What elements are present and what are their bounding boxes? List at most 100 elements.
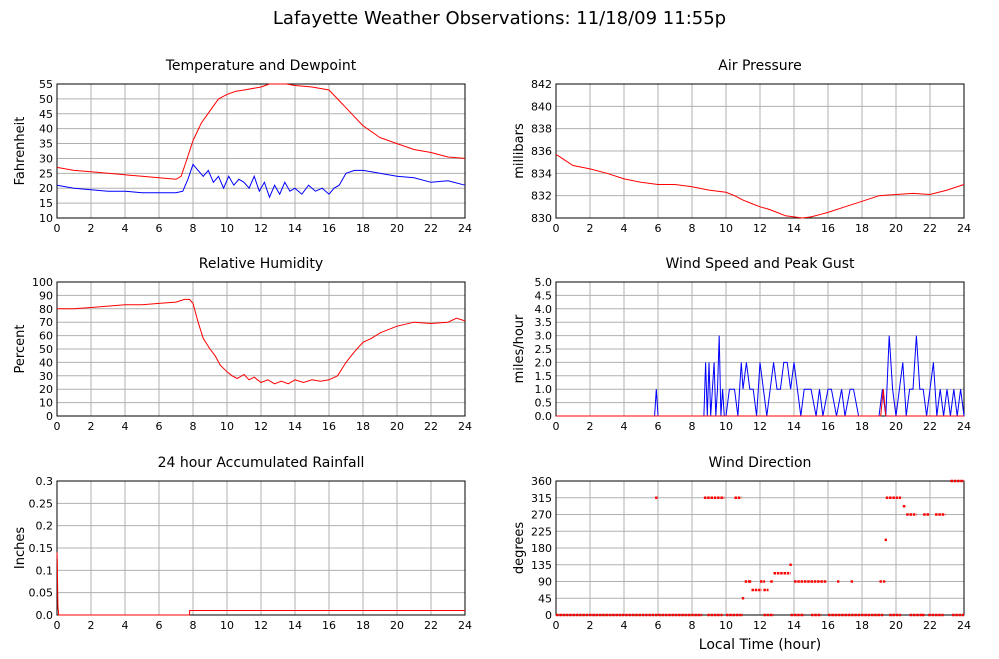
y-tick-label: 0.3 [36, 475, 54, 488]
direction-point [882, 580, 886, 583]
x-tick-label: 6 [655, 619, 662, 632]
x-tick-label: 20 [390, 420, 404, 433]
x-tick-label: 4 [621, 619, 628, 632]
y-tick-label: 90 [538, 576, 552, 589]
y-tick-label: 836 [531, 145, 552, 158]
x-tick-label: 2 [88, 619, 95, 632]
y-tick-label: 832 [531, 190, 552, 203]
chart-title: Temperature and Dewpoint [165, 58, 357, 74]
plot-frame [56, 83, 466, 219]
y-axis-label: Fahrenheit [13, 117, 28, 186]
y-tick-label: 842 [531, 78, 552, 91]
page-title: Lafayette Weather Observations: 11/18/09… [272, 8, 727, 29]
x-tick-label: 10 [719, 222, 733, 235]
x-tick-label: 8 [689, 222, 696, 235]
direction-point [837, 580, 840, 583]
x-tick-label: 8 [689, 619, 696, 632]
x-tick-label: 18 [356, 420, 370, 433]
x-tick-label: 6 [156, 420, 163, 433]
x-tick-label: 4 [621, 222, 628, 235]
y-tick-label: 315 [531, 492, 552, 505]
x-tick-label: 2 [587, 619, 594, 632]
y-axis-label: degrees [512, 522, 527, 575]
direction-point [741, 597, 745, 600]
direction-point [884, 538, 887, 542]
y-tick-label: 25 [39, 167, 53, 180]
plot-frame [56, 281, 466, 417]
y-tick-label: 50 [39, 343, 53, 356]
y-tick-label: 5.0 [535, 276, 553, 289]
x-tick-label: 12 [254, 619, 268, 632]
x-tick-label: 2 [587, 222, 594, 235]
x-tick-label: 24 [957, 420, 971, 433]
x-tick-label: 22 [923, 420, 937, 433]
plot-frame [555, 83, 965, 219]
y-tick-label: 2.0 [535, 356, 553, 369]
series-line-0 [555, 153, 965, 219]
y-tick-label: 80 [39, 303, 53, 316]
y-axis-label: Percent [13, 325, 28, 374]
x-tick-label: 6 [655, 222, 662, 235]
y-tick-label: 45 [39, 108, 53, 121]
y-tick-label: 1.5 [535, 370, 553, 383]
x-tick-label: 18 [855, 420, 869, 433]
y-tick-label: 834 [531, 167, 552, 180]
x-tick-label: 2 [88, 222, 95, 235]
y-tick-label: 135 [531, 559, 552, 572]
y-tick-label: 0 [46, 410, 53, 423]
y-tick-label: 360 [531, 475, 552, 488]
y-tick-label: 4.0 [535, 303, 553, 316]
x-tick-label: 10 [220, 420, 234, 433]
y-tick-label: 10 [39, 212, 53, 225]
y-tick-label: 20 [39, 383, 53, 396]
x-tick-label: 12 [254, 420, 268, 433]
direction-point [789, 563, 792, 566]
y-tick-label: 30 [39, 370, 53, 383]
x-tick-label: 22 [424, 222, 438, 235]
x-tick-label: 22 [424, 619, 438, 632]
x-tick-label: 8 [190, 222, 197, 235]
x-tick-label: 12 [753, 420, 767, 433]
y-tick-label: 2.5 [535, 343, 553, 356]
x-tick-label: 10 [220, 222, 234, 235]
chart-title: Relative Humidity [199, 256, 323, 272]
y-axis-label: millibars [512, 123, 527, 179]
x-tick-label: 24 [957, 619, 971, 632]
y-tick-label: 0.2 [36, 520, 54, 533]
y-tick-label: 10 [39, 397, 53, 410]
x-tick-label: 10 [719, 420, 733, 433]
series-line-0 [56, 552, 465, 616]
x-tick-label: 24 [458, 222, 472, 235]
x-tick-label: 20 [889, 222, 903, 235]
x-tick-label: 14 [787, 619, 801, 632]
y-tick-label: 225 [531, 525, 552, 538]
x-tick-label: 12 [753, 222, 767, 235]
x-tick-label: 0 [54, 420, 61, 433]
x-tick-label: 16 [322, 420, 336, 433]
x-tick-label: 14 [787, 222, 801, 235]
x-tick-label: 12 [753, 619, 767, 632]
y-tick-label: 35 [39, 138, 53, 151]
x-tick-label: 4 [621, 420, 628, 433]
y-tick-label: 20 [39, 182, 53, 195]
y-tick-label: 0 [545, 609, 552, 622]
x-tick-label: 20 [390, 222, 404, 235]
series-line-0 [56, 83, 466, 180]
y-tick-label: 70 [39, 316, 53, 329]
x-tick-label: 0 [553, 420, 560, 433]
x-tick-label: 20 [390, 619, 404, 632]
x-tick-label: 4 [122, 222, 129, 235]
x-tick-label: 8 [689, 420, 696, 433]
direction-point [850, 580, 853, 583]
chart-title: Wind Speed and Peak Gust [666, 256, 855, 272]
x-tick-label: 6 [156, 619, 163, 632]
x-tick-label: 18 [356, 619, 370, 632]
x-tick-label: 6 [156, 222, 163, 235]
y-tick-label: 50 [39, 93, 53, 106]
x-tick-label: 12 [254, 222, 268, 235]
